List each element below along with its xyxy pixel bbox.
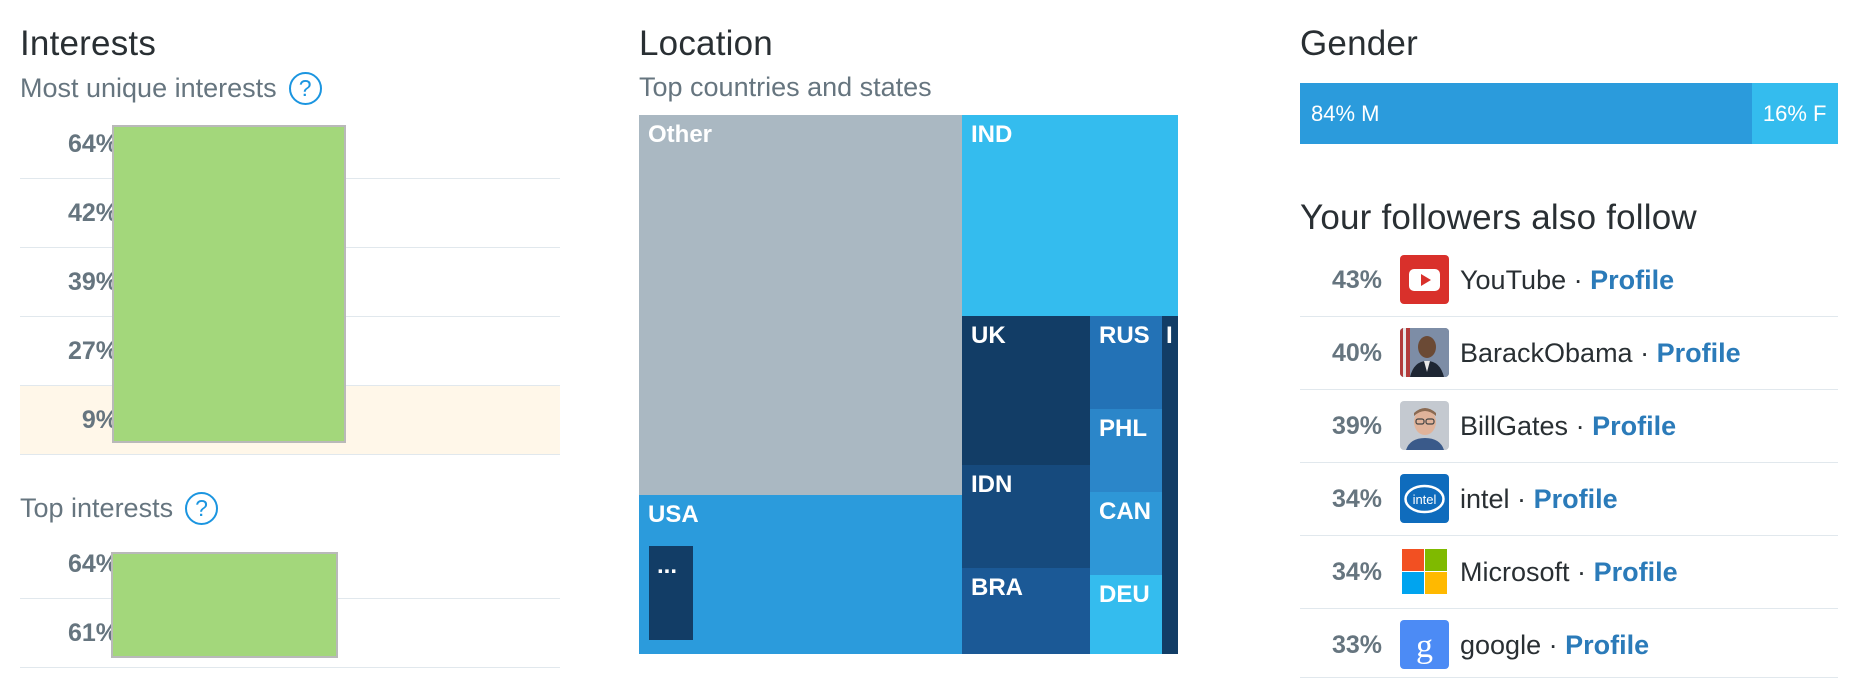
follow-row[interactable]: 34% intel intel · Profile xyxy=(1300,463,1838,536)
follow-name: intel · Profile xyxy=(1460,463,1618,536)
treemap-label: I xyxy=(1166,322,1173,349)
treemap-cell-can[interactable]: CAN xyxy=(1090,492,1162,575)
treemap-cell-ind[interactable]: IND xyxy=(962,115,1178,316)
follow-name: google · Profile xyxy=(1460,609,1649,678)
treemap-cell-idn[interactable]: IDN xyxy=(962,465,1090,568)
treemap-label: UK xyxy=(971,322,1006,349)
separator: · xyxy=(1548,630,1558,660)
profile-link[interactable]: Profile xyxy=(1565,630,1650,660)
unique-interests-subtitle: Most unique interests ? xyxy=(20,72,322,105)
interest-pct: 64% xyxy=(67,130,118,158)
interest-pct: 64% xyxy=(67,550,118,578)
follow-name: BarackObama · Profile xyxy=(1460,317,1741,390)
treemap-cell-rus[interactable]: RUS xyxy=(1090,316,1162,409)
separator: · xyxy=(1640,338,1650,368)
follow-pct: 43% xyxy=(1331,266,1382,294)
intel-icon[interactable]: intel xyxy=(1400,474,1449,523)
top-interest-row[interactable]: 61% xyxy=(20,599,560,668)
location-title: Location xyxy=(639,24,773,63)
treemap-label: USA xyxy=(648,501,699,528)
location-treemap: Other IND USA ... UK IDN BRA RUS PHL CAN… xyxy=(639,115,1178,654)
treemap-label: BRA xyxy=(971,574,1023,601)
treemap-label: ... xyxy=(657,552,678,579)
intel-logo-text: intel xyxy=(1413,492,1437,507)
followers-also-follow-title: Your followers also follow xyxy=(1300,198,1697,237)
account-name: google xyxy=(1460,630,1542,660)
google-icon[interactable]: g xyxy=(1400,620,1449,669)
treemap-label: PHL xyxy=(1099,415,1147,442)
profile-link[interactable]: Profile xyxy=(1590,265,1675,295)
location-subtitle: Top countries and states xyxy=(639,72,932,102)
follow-row[interactable]: 39% BillGates · Profile xyxy=(1300,390,1838,463)
top-interests-subtitle: Top interests ? xyxy=(20,492,219,525)
interest-pct: 9% xyxy=(81,406,118,434)
profile-link[interactable]: Profile xyxy=(1593,557,1678,587)
account-name: BillGates xyxy=(1460,411,1569,441)
account-name: BarackObama xyxy=(1460,338,1633,368)
profile-link[interactable]: Profile xyxy=(1592,411,1677,441)
follow-pct: 34% xyxy=(1331,485,1382,513)
follow-row[interactable]: 33% g google · Profile xyxy=(1300,609,1838,678)
microsoft-icon[interactable] xyxy=(1400,547,1449,596)
barackobama-avatar[interactable] xyxy=(1400,328,1449,377)
account-name: Microsoft xyxy=(1460,557,1570,587)
interests-overlay-block xyxy=(112,125,346,443)
gender-female-segment[interactable]: 16% F xyxy=(1751,83,1838,144)
follow-row[interactable]: 43% YouTube · Profile xyxy=(1300,244,1838,317)
follow-name: BillGates · Profile xyxy=(1460,390,1676,463)
interests-title: Interests xyxy=(20,24,157,63)
separator: · xyxy=(1517,484,1527,514)
treemap-cell-truncated[interactable]: I xyxy=(1162,316,1178,654)
top-interests-overlay-block xyxy=(111,552,338,658)
interest-pct: 42% xyxy=(67,199,118,227)
follow-pct: 40% xyxy=(1331,339,1382,367)
treemap-cell-other[interactable]: Other xyxy=(639,115,962,495)
unique-interests-label: Most unique interests xyxy=(20,73,277,103)
interest-pct: 39% xyxy=(67,268,118,296)
treemap-label: DEU xyxy=(1099,581,1150,608)
help-icon[interactable]: ? xyxy=(288,72,322,105)
follow-row[interactable]: 40% BarackObama · Profile xyxy=(1300,317,1838,390)
account-name: intel xyxy=(1460,484,1510,514)
treemap-label: CAN xyxy=(1099,498,1151,525)
treemap-cell-uk[interactable]: UK xyxy=(962,316,1090,465)
help-icon[interactable]: ? xyxy=(185,492,219,525)
treemap-cell-more[interactable]: ... xyxy=(649,546,693,640)
treemap-cell-bra[interactable]: BRA xyxy=(962,568,1090,654)
separator: · xyxy=(1573,265,1583,295)
treemap-cell-deu[interactable]: DEU xyxy=(1090,575,1162,654)
top-interests-label: Top interests xyxy=(20,493,174,523)
follow-name: Microsoft · Profile xyxy=(1460,536,1678,609)
account-name: YouTube xyxy=(1460,265,1567,295)
svg-text:g: g xyxy=(1416,628,1433,665)
follow-name: YouTube · Profile xyxy=(1460,244,1674,317)
treemap-label: IND xyxy=(971,121,1013,148)
treemap-label: IDN xyxy=(971,471,1013,498)
youtube-icon[interactable] xyxy=(1400,255,1449,304)
treemap-label: Other xyxy=(648,121,713,148)
interest-pct: 27% xyxy=(67,337,118,365)
treemap-cell-phl[interactable]: PHL xyxy=(1090,409,1162,492)
separator: · xyxy=(1577,557,1587,587)
gender-male-segment[interactable]: 84% M xyxy=(1300,83,1752,144)
profile-link[interactable]: Profile xyxy=(1533,484,1618,514)
gender-title: Gender xyxy=(1300,24,1418,63)
follow-pct: 34% xyxy=(1331,558,1382,586)
follow-pct: 33% xyxy=(1331,631,1382,659)
follow-row[interactable]: 34% Microsoft · Profile xyxy=(1300,536,1838,609)
interest-pct: 61% xyxy=(67,619,118,647)
treemap-label: RUS xyxy=(1099,322,1150,349)
follow-pct: 39% xyxy=(1331,412,1382,440)
billgates-avatar[interactable] xyxy=(1400,401,1449,450)
separator: · xyxy=(1575,411,1585,441)
profile-link[interactable]: Profile xyxy=(1656,338,1741,368)
gender-bar: 84% M 16% F xyxy=(1300,83,1838,144)
